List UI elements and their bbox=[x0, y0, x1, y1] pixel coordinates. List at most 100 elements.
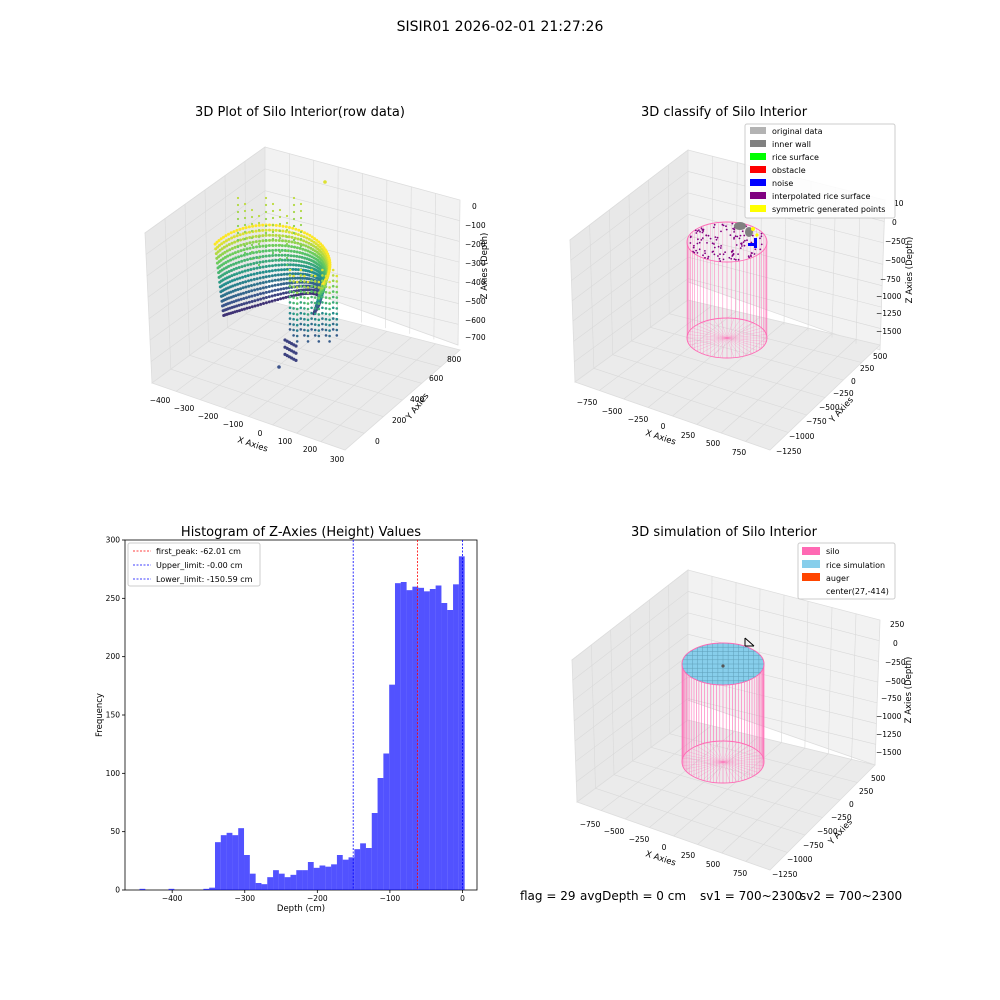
raw-point bbox=[332, 317, 335, 320]
raw-point bbox=[238, 228, 241, 231]
interpolated-surface-point bbox=[733, 254, 735, 256]
raw-point bbox=[232, 263, 235, 266]
raw-x-tick: −200 bbox=[198, 412, 219, 421]
figure-title: SISIR01 2026-02-01 21:27:26 bbox=[397, 19, 604, 35]
raw-point bbox=[300, 264, 303, 267]
raw-point bbox=[258, 257, 260, 259]
interpolated-surface-point bbox=[761, 244, 763, 246]
raw-point bbox=[281, 234, 284, 237]
raw-point bbox=[272, 245, 274, 247]
raw-point bbox=[236, 234, 239, 237]
legend-label-noise: noise bbox=[772, 179, 793, 188]
histogram-bar bbox=[418, 588, 424, 890]
raw-point bbox=[325, 329, 328, 332]
raw-point bbox=[265, 218, 267, 220]
raw-point bbox=[253, 299, 256, 302]
raw-point bbox=[310, 285, 313, 288]
raw-point bbox=[247, 269, 250, 272]
raw-point bbox=[282, 292, 285, 295]
raw-point bbox=[271, 284, 274, 287]
raw-point bbox=[268, 229, 271, 232]
raw-point bbox=[271, 300, 274, 303]
raw-point bbox=[296, 292, 299, 295]
raw-point bbox=[292, 268, 295, 271]
raw-point bbox=[251, 305, 254, 308]
raw-point bbox=[246, 263, 249, 266]
raw-point bbox=[328, 319, 331, 322]
interpolated-surface-point bbox=[702, 232, 704, 234]
raw-point bbox=[243, 248, 246, 251]
histogram-bar bbox=[459, 556, 465, 890]
raw-point bbox=[256, 288, 259, 291]
raw-point bbox=[262, 276, 265, 279]
raw-y-tick: 800 bbox=[447, 355, 462, 364]
raw-point bbox=[310, 323, 313, 326]
raw-point bbox=[251, 225, 254, 228]
histogram-bar bbox=[354, 849, 360, 890]
raw-point bbox=[279, 209, 281, 211]
raw-point bbox=[262, 250, 265, 253]
raw-point bbox=[280, 273, 283, 276]
raw-point bbox=[268, 224, 271, 227]
raw-point bbox=[310, 280, 313, 283]
raw-point bbox=[250, 284, 253, 287]
raw-point bbox=[252, 241, 255, 244]
raw-point bbox=[300, 252, 302, 254]
raw-point bbox=[243, 302, 246, 305]
interpolated-surface-point bbox=[733, 231, 735, 233]
raw-point bbox=[261, 239, 264, 242]
raw-point bbox=[292, 263, 295, 266]
interpolated-surface-point bbox=[733, 229, 735, 231]
raw-point bbox=[307, 281, 310, 284]
raw-y-tick: 600 bbox=[429, 374, 444, 383]
raw-point bbox=[296, 251, 299, 254]
raw-point bbox=[279, 288, 282, 291]
classify-legend: original data inner wall rice surface ob… bbox=[745, 124, 895, 218]
histogram-bar bbox=[453, 584, 459, 890]
raw-point bbox=[286, 273, 289, 276]
raw-point bbox=[297, 238, 300, 241]
raw-point bbox=[336, 280, 339, 283]
raw-point bbox=[332, 307, 335, 310]
raw-point bbox=[245, 302, 248, 305]
raw-point bbox=[336, 323, 339, 326]
interpolated-surface-point bbox=[754, 248, 756, 250]
raw-point bbox=[286, 257, 288, 259]
raw-point bbox=[297, 233, 300, 236]
raw-point bbox=[292, 307, 295, 310]
interpolated-surface-point bbox=[744, 245, 746, 247]
legend-label-interpolated: interpolated rice surface bbox=[772, 192, 870, 201]
raw-point bbox=[244, 275, 247, 278]
raw-point bbox=[323, 180, 327, 184]
interpolated-surface-point bbox=[740, 235, 742, 237]
raw-point bbox=[294, 359, 297, 362]
panel-raw-3d: 3D Plot of Silo Interior(row data) −400 … bbox=[145, 105, 490, 464]
interpolated-surface-point bbox=[754, 253, 756, 255]
raw-point bbox=[255, 261, 258, 264]
interpolated-surface-point bbox=[719, 260, 721, 262]
histogram-bar bbox=[256, 883, 262, 890]
raw-point bbox=[245, 226, 248, 229]
histogram-bar bbox=[267, 877, 273, 890]
raw-point bbox=[258, 229, 260, 231]
raw-point bbox=[258, 222, 260, 224]
raw-point bbox=[268, 254, 271, 257]
raw-point bbox=[328, 313, 331, 316]
raw-point bbox=[274, 289, 277, 292]
classify-x-tick: 500 bbox=[706, 439, 721, 448]
raw-point bbox=[261, 224, 264, 227]
raw-point bbox=[239, 293, 242, 296]
raw-point bbox=[274, 259, 277, 262]
raw-point bbox=[241, 265, 244, 268]
raw-point bbox=[265, 246, 267, 248]
histogram-bar bbox=[424, 591, 430, 890]
raw-point bbox=[265, 291, 268, 294]
raw-point bbox=[279, 216, 281, 218]
raw-point bbox=[250, 273, 253, 276]
raw-point bbox=[294, 268, 297, 271]
raw-point bbox=[286, 222, 288, 224]
raw-point bbox=[318, 313, 321, 316]
raw-point bbox=[321, 274, 324, 277]
legend-label-center: center(27,-414) bbox=[826, 587, 889, 596]
interpolated-surface-point bbox=[759, 249, 761, 251]
